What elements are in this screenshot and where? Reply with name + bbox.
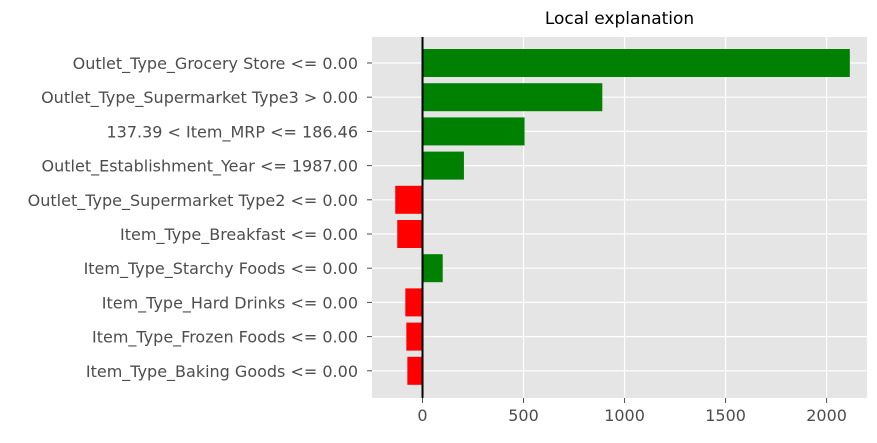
y-tick-label: Outlet_Type_Grocery Store <= 0.00 bbox=[73, 54, 358, 74]
bars bbox=[395, 49, 850, 385]
bar-9 bbox=[407, 356, 423, 385]
x-tick-label: 1000 bbox=[604, 406, 645, 425]
y-tick-label: Item_Type_Baking Goods <= 0.00 bbox=[86, 362, 358, 382]
y-tick-label: 137.39 < Item_MRP <= 186.46 bbox=[106, 122, 358, 142]
y-tick-labels: Outlet_Type_Grocery Store <= 0.00 Outlet_… bbox=[28, 54, 372, 382]
x-tick-label: 2000 bbox=[806, 406, 847, 425]
y-tick-label: Item_Type_Starchy Foods <= 0.00 bbox=[84, 259, 358, 279]
x-tick-labels: 0 500 1000 1500 2000 bbox=[417, 398, 847, 425]
bar-4 bbox=[395, 185, 423, 214]
y-tick-label: Outlet_Type_Supermarket Type3 > 0.00 bbox=[41, 88, 358, 108]
x-tick-label: 1500 bbox=[705, 406, 746, 425]
bar-6 bbox=[422, 254, 443, 283]
bar-0 bbox=[422, 49, 850, 77]
y-tick-label: Outlet_Type_Supermarket Type2 <= 0.00 bbox=[28, 191, 358, 211]
chart-title: Local explanation bbox=[545, 9, 694, 29]
y-tick-label: Item_Type_Hard Drinks <= 0.00 bbox=[102, 293, 358, 313]
y-tick-label: Item_Type_Breakfast <= 0.00 bbox=[120, 225, 358, 245]
y-tick-label: Outlet_Establishment_Year <= 1987.00 bbox=[42, 157, 358, 177]
y-tick-label: Item_Type_Frozen Foods <= 0.00 bbox=[92, 328, 358, 348]
x-tick-label: 500 bbox=[508, 406, 539, 425]
bar-7 bbox=[405, 288, 423, 317]
x-tick-label: 0 bbox=[417, 406, 427, 425]
bar-3 bbox=[422, 151, 464, 180]
bar-5 bbox=[397, 220, 423, 248]
bar-1 bbox=[422, 83, 603, 112]
bar-2 bbox=[422, 117, 525, 146]
bar-8 bbox=[406, 322, 423, 351]
